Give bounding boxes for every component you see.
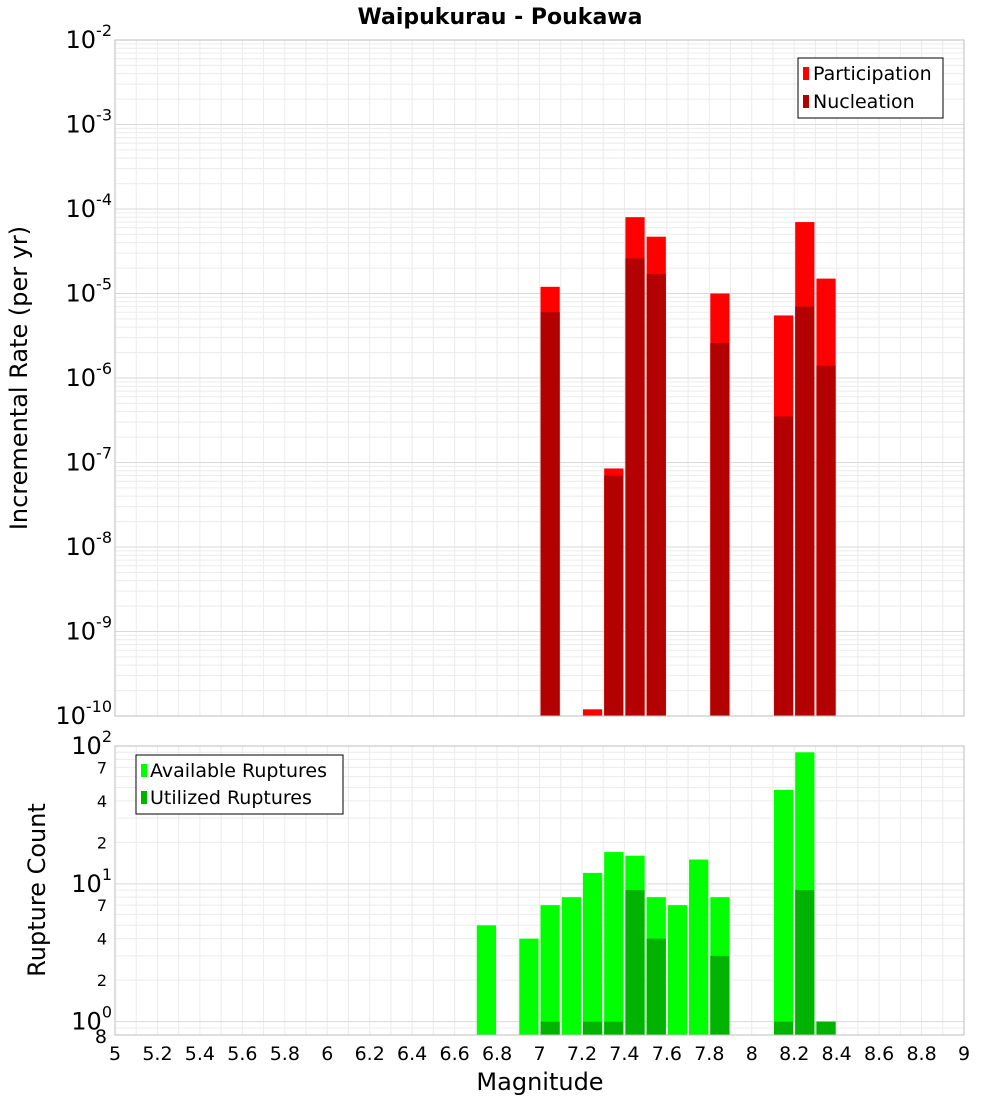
bar-available-ruptures <box>689 859 709 1035</box>
y-tick-label-major: 100 <box>71 1003 112 1036</box>
legend-swatch-utilized-ruptures <box>141 791 147 804</box>
bar-nucleation <box>625 258 645 716</box>
bar-nucleation <box>604 475 624 716</box>
legend-swatch-participation <box>803 67 809 80</box>
x-tick-label: 8.2 <box>779 1043 809 1065</box>
x-tick-label: 5.2 <box>142 1043 172 1065</box>
bottom-plot-panel: 100 101 102 2 4 7 2 4 7 8 5 5.2 5.4 5.6 5.8 6 6.2 6.4 6.6… <box>23 727 970 1096</box>
y-tick-label-minor: 2 <box>97 833 107 852</box>
bar-available-ruptures <box>561 897 581 1035</box>
bar-utilized-ruptures <box>582 1021 603 1035</box>
y-tick-label: 10-4 <box>66 190 113 223</box>
bar-nucleation <box>646 274 666 716</box>
bottom-legend-box <box>135 754 344 815</box>
bar-nucleation <box>773 416 794 716</box>
legend-swatch-nucleation <box>803 95 809 108</box>
legend-label-participation: Participation <box>813 63 932 85</box>
top-legend-box <box>797 57 944 119</box>
bar-utilized-ruptures <box>795 890 815 1035</box>
bar-available-ruptures <box>667 905 688 1035</box>
bar-available-ruptures <box>604 852 624 1035</box>
top-gridlines <box>114 40 965 717</box>
bar-nucleation <box>710 342 730 716</box>
y-tick-label: 10-7 <box>66 444 113 477</box>
x-tick-label: 7.4 <box>609 1043 639 1065</box>
y-tick-label-minor: 7 <box>97 758 107 777</box>
bar-utilized-ruptures <box>625 890 645 1035</box>
y-tick-label: 10-8 <box>66 528 113 561</box>
x-axis-label: Magnitude <box>476 1068 603 1096</box>
x-tick-label: 7.8 <box>694 1043 724 1065</box>
bar-nucleation <box>540 312 560 716</box>
bar-available-ruptures <box>476 925 497 1035</box>
bar-utilized-ruptures <box>710 955 730 1035</box>
bar-utilized-ruptures <box>604 1021 624 1035</box>
x-tick-label: 5.4 <box>185 1043 215 1065</box>
bar-nucleation <box>816 365 836 716</box>
top-bars <box>540 217 836 716</box>
y-tick-label: 10-5 <box>66 275 113 308</box>
x-tick-label: 7.6 <box>652 1043 682 1065</box>
top-plot-panel: 10-10 10-9 10-8 10-7 10-6 10-5 10-4 10-3 10-2 In… <box>5 21 965 730</box>
y-tick-label: 10-9 <box>66 613 113 646</box>
x-tick-label: 6 <box>321 1043 333 1065</box>
x-tick-label: 8.4 <box>822 1043 852 1065</box>
y-tick-label: 10-6 <box>66 359 113 392</box>
legend-swatch-available-ruptures <box>141 764 147 777</box>
legend-label-utilized-ruptures: Utilized Ruptures <box>150 787 312 809</box>
legend-label-available-ruptures: Available Ruptures <box>150 760 327 782</box>
chart-title: Waipukurau - Poukawa <box>358 5 643 30</box>
x-tick-label: 9 <box>958 1043 970 1065</box>
bottom-bars <box>476 752 836 1035</box>
x-tick-label: 8.6 <box>864 1043 894 1065</box>
y-tick-label-major: 102 <box>71 727 112 760</box>
bar-utilized-ruptures <box>816 1021 836 1035</box>
bottom-plot-border <box>114 745 965 1036</box>
bar-utilized-ruptures <box>646 938 666 1035</box>
x-tick-label: 5 <box>109 1043 121 1065</box>
y-tick-label-bottom: 8 <box>95 1026 107 1048</box>
x-tick-label: 6.4 <box>397 1043 427 1065</box>
x-tick-label: 6.6 <box>439 1043 469 1065</box>
top-plot-border <box>114 39 965 717</box>
bar-utilized-ruptures <box>540 1021 560 1035</box>
x-tick-label: 7.2 <box>567 1043 597 1065</box>
bar-available-ruptures <box>540 905 560 1035</box>
y-tick-label: 10-10 <box>55 697 112 730</box>
bar-participation <box>582 709 603 716</box>
y-tick-label: 10-2 <box>66 21 113 54</box>
y-tick-label-minor: 4 <box>97 792 107 811</box>
y-tick-label-minor: 7 <box>97 896 107 915</box>
x-tick-label: 8.8 <box>906 1043 936 1065</box>
bar-nucleation <box>795 306 815 716</box>
bottom-legend: Available Ruptures Utilized Ruptures <box>135 754 344 815</box>
x-tick-label: 5.8 <box>270 1043 300 1065</box>
legend-label-nucleation: Nucleation <box>813 91 915 113</box>
y-tick-label-major: 101 <box>71 865 112 898</box>
y-tick-label-minor: 4 <box>97 930 107 949</box>
x-tick-label: 6.2 <box>355 1043 385 1065</box>
bottom-y-axis-label: Rupture Count <box>23 803 51 977</box>
x-tick-label: 5.6 <box>227 1043 257 1065</box>
top-legend: Participation Nucleation <box>797 57 944 119</box>
bottom-y-tick-labels: 100 101 102 2 4 7 2 4 7 8 <box>71 727 112 1048</box>
x-tick-labels: 5 5.2 5.4 5.6 5.8 6 6.2 6.4 6.6 6.8 7 7.2 7.4 7.6 7.8 8… <box>109 1043 970 1065</box>
x-tick-label: 6.8 <box>482 1043 512 1065</box>
x-tick-label: 8 <box>746 1043 758 1065</box>
y-tick-label-minor: 2 <box>97 971 107 990</box>
y-tick-label: 10-3 <box>66 106 113 139</box>
bar-available-ruptures <box>519 938 539 1035</box>
bar-utilized-ruptures <box>773 1021 794 1035</box>
top-y-axis-label: Incremental Rate (per yr) <box>5 226 33 530</box>
x-tick-label: 7 <box>533 1043 545 1065</box>
bar-available-ruptures <box>582 872 603 1035</box>
bottom-gridlines <box>114 746 965 1036</box>
top-y-tick-labels: 10-10 10-9 10-8 10-7 10-6 10-5 10-4 10-3 10-2 <box>55 21 112 730</box>
bar-available-ruptures <box>773 789 794 1035</box>
